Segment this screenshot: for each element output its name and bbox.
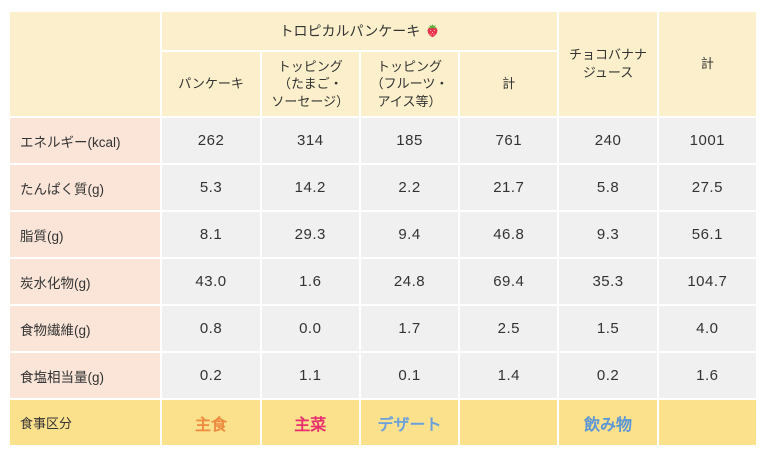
value-cell: 4.0 xyxy=(658,306,756,351)
value-cell: 9.3 xyxy=(559,212,657,257)
value-cell: 24.8 xyxy=(360,259,459,304)
column-header-choco-banana-juice: チョコバナナ ジュース xyxy=(559,12,657,116)
value-cell: 761 xyxy=(460,118,558,163)
value-cell: 46.8 xyxy=(460,212,558,257)
row-label: 食塩相当量(g) xyxy=(10,353,161,398)
row-label: 脂質(g) xyxy=(10,212,161,257)
value-cell: 5.3 xyxy=(162,165,260,210)
value-cell: 314 xyxy=(261,118,359,163)
category-drink: 飲み物 xyxy=(559,400,657,445)
value-cell: 56.1 xyxy=(658,212,756,257)
header-row-group: トロピカルパンケーキ チョコバナナ ジュース 計 xyxy=(10,12,756,116)
nutrient-row-salt: 食塩相当量(g) 0.2 1.1 0.1 1.4 0.2 1.6 xyxy=(10,353,756,398)
column-header-topping-egg-sausage: トッピング （たまご・ ソーセージ） xyxy=(261,52,359,116)
value-cell: 1.4 xyxy=(460,353,558,398)
value-cell: 29.3 xyxy=(261,212,359,257)
nutrient-row-fat: 脂質(g) 8.1 29.3 9.4 46.8 9.3 56.1 xyxy=(10,212,756,257)
value-cell: 262 xyxy=(162,118,260,163)
value-cell: 1001 xyxy=(658,118,756,163)
value-cell: 0.1 xyxy=(360,353,459,398)
value-cell: 1.6 xyxy=(261,259,359,304)
category-row-label: 食事区分 xyxy=(10,400,161,445)
nutrient-row-carbohydrate: 炭水化物(g) 43.0 1.6 24.8 69.4 35.3 104.7 xyxy=(10,259,756,304)
value-cell: 5.8 xyxy=(559,165,657,210)
column-header-subtotal: 計 xyxy=(460,52,558,116)
value-cell: 1.1 xyxy=(261,353,359,398)
row-label: エネルギー(kcal) xyxy=(10,118,161,163)
category-main-dish: 主菜 xyxy=(261,400,359,445)
nutrition-table: トロピカルパンケーキ チョコバナナ ジュース 計 パンケーキ トッピング （たま… xyxy=(8,10,758,447)
value-cell: 0.2 xyxy=(559,353,657,398)
row-label: 炭水化物(g) xyxy=(10,259,161,304)
header-row-columns: パンケーキ トッピング （たまご・ ソーセージ） トッピング （フルーツ・ アイ… xyxy=(10,52,756,116)
value-cell: 1.5 xyxy=(559,306,657,351)
nutrient-row-energy: エネルギー(kcal) 262 314 185 761 240 1001 xyxy=(10,118,756,163)
strawberry-icon xyxy=(425,23,440,41)
column-header-grand-total: 計 xyxy=(658,12,756,116)
category-empty-subtotal xyxy=(460,400,558,445)
value-cell: 0.8 xyxy=(162,306,260,351)
value-cell: 8.1 xyxy=(162,212,260,257)
value-cell: 69.4 xyxy=(460,259,558,304)
value-cell: 43.0 xyxy=(162,259,260,304)
value-cell: 35.3 xyxy=(559,259,657,304)
value-cell: 185 xyxy=(360,118,459,163)
value-cell: 14.2 xyxy=(261,165,359,210)
column-header-pancake: パンケーキ xyxy=(162,52,260,116)
nutrient-row-protein: たんぱく質(g) 5.3 14.2 2.2 21.7 5.8 27.5 xyxy=(10,165,756,210)
table-title-cell: トロピカルパンケーキ xyxy=(162,12,558,50)
category-empty-grand-total xyxy=(658,400,756,445)
value-cell: 0.2 xyxy=(162,353,260,398)
table-title: トロピカルパンケーキ xyxy=(279,23,421,39)
value-cell: 104.7 xyxy=(658,259,756,304)
meal-category-row: 食事区分 主食 主菜 デザート 飲み物 xyxy=(10,400,756,445)
value-cell: 21.7 xyxy=(460,165,558,210)
row-label: 食物繊維(g) xyxy=(10,306,161,351)
category-staple: 主食 xyxy=(162,400,260,445)
corner-cell xyxy=(10,12,161,116)
nutrient-row-fiber: 食物繊維(g) 0.8 0.0 1.7 2.5 1.5 4.0 xyxy=(10,306,756,351)
value-cell: 240 xyxy=(559,118,657,163)
value-cell: 9.4 xyxy=(360,212,459,257)
value-cell: 2.2 xyxy=(360,165,459,210)
value-cell: 0.0 xyxy=(261,306,359,351)
value-cell: 1.7 xyxy=(360,306,459,351)
column-header-topping-fruit-ice: トッピング （フルーツ・ アイス等） xyxy=(360,52,459,116)
value-cell: 1.6 xyxy=(658,353,756,398)
value-cell: 2.5 xyxy=(460,306,558,351)
category-dessert: デザート xyxy=(360,400,459,445)
row-label: たんぱく質(g) xyxy=(10,165,161,210)
value-cell: 27.5 xyxy=(658,165,756,210)
